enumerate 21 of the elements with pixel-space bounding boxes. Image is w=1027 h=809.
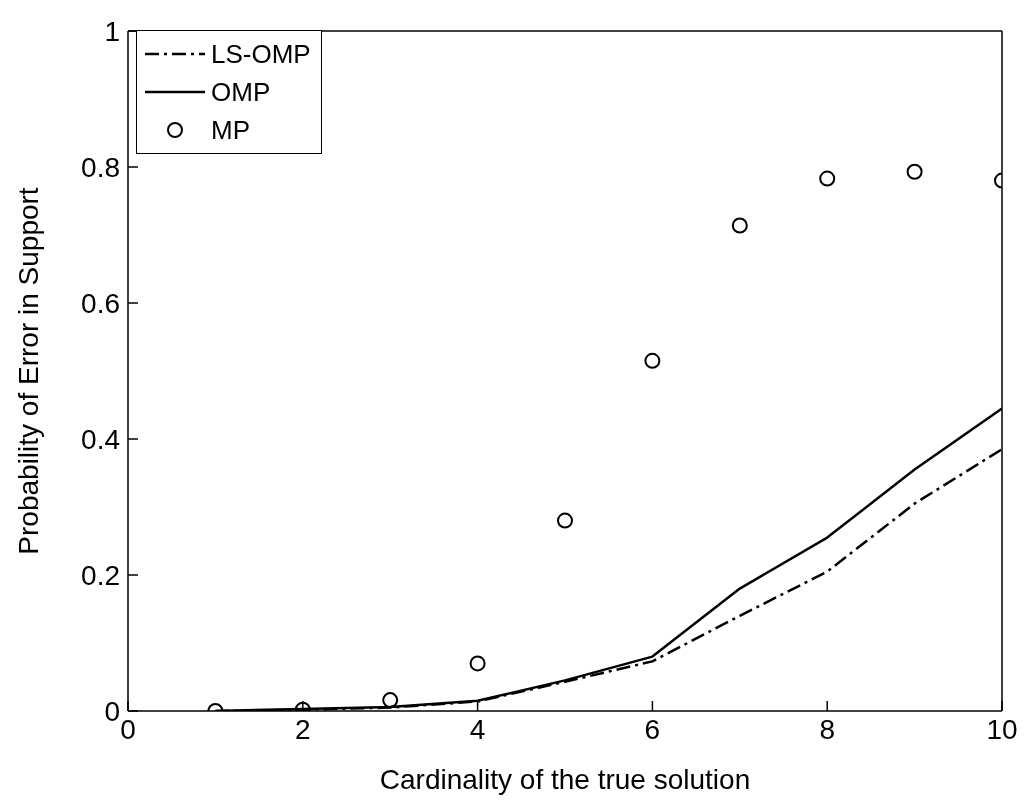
point	[731, 217, 748, 234]
legend-label: LS-OMP	[211, 38, 311, 70]
x-tick-label: 2	[295, 713, 311, 745]
y-tick-label: 0.6	[81, 287, 120, 319]
y-tick-label: 1	[104, 15, 120, 47]
x-tick-label: 8	[819, 713, 835, 745]
x-tick-label: 10	[986, 713, 1018, 745]
point	[906, 163, 923, 180]
y-axis-title: Probability of Error in Support	[12, 187, 44, 555]
legend-label: OMP	[211, 76, 271, 108]
y-tick-label: 0.4	[81, 423, 120, 455]
point	[819, 170, 836, 187]
legend-label: MP	[211, 114, 250, 146]
point	[469, 655, 486, 672]
x-tick-label: 6	[644, 713, 661, 745]
point	[644, 352, 661, 369]
y-tick-label: 0.8	[81, 151, 120, 183]
x-tick-label: 4	[469, 713, 486, 745]
y-tick-label: 0.2	[81, 559, 120, 591]
x-axis-title: Cardinality of the true solution	[379, 764, 751, 795]
point	[557, 512, 573, 529]
